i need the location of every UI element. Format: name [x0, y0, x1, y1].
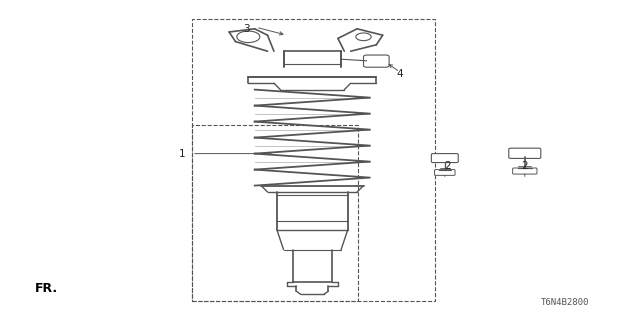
Bar	[192, 19, 435, 301]
Text: 2: 2	[445, 161, 451, 172]
Text: 4: 4	[397, 68, 403, 79]
Text: FR.: FR.	[35, 282, 58, 294]
FancyBboxPatch shape	[431, 154, 458, 163]
FancyBboxPatch shape	[513, 168, 537, 174]
FancyBboxPatch shape	[435, 170, 455, 175]
Text: T6N4B2800: T6N4B2800	[540, 298, 589, 307]
Text: 1: 1	[179, 148, 186, 159]
Text: 2: 2	[522, 161, 528, 172]
FancyBboxPatch shape	[364, 55, 389, 67]
Bar	[192, 125, 358, 301]
Text: 3: 3	[243, 24, 250, 34]
FancyBboxPatch shape	[509, 148, 541, 158]
